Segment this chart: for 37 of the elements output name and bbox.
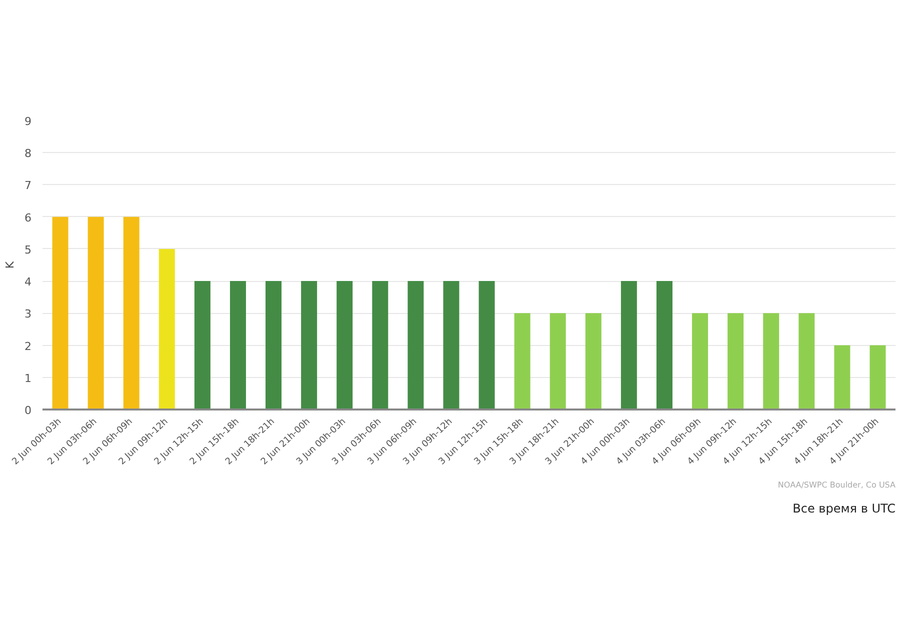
y-tick-label: 2 [24,340,32,353]
bar [266,281,282,410]
y-tick-label: 1 [24,372,32,385]
bar [550,313,566,410]
y-tick-label: 3 [24,308,32,321]
y-tick-label: 4 [24,276,32,289]
y-tick-label: 6 [24,211,32,224]
bar [123,216,140,410]
y-tick-label: 7 [24,179,32,192]
bar [158,248,175,410]
y-tick-label: 8 [24,147,32,160]
bar [88,216,104,410]
bar [372,281,388,410]
bar [408,281,424,410]
x-axis-title: Все время в UTC [792,502,896,516]
bar [230,281,246,410]
bar [798,313,815,410]
bar [52,216,68,410]
text: NOAA/SWPC Boulder, Co USA [778,480,896,490]
bar [514,313,530,410]
y-tick-label: 0 [24,404,32,417]
bar [585,313,602,410]
bar [870,345,886,410]
bar [194,281,210,410]
bar [763,313,780,410]
bar [834,345,850,410]
bar [728,313,744,410]
y-tick-label: 5 [24,243,32,256]
bar [443,281,460,410]
y-axis-title: K [4,260,16,269]
y-tick-label: 9 [24,115,32,128]
bar [478,281,495,410]
bar [301,281,318,410]
bar [336,281,353,410]
bar [620,281,637,410]
bar [692,313,708,410]
bar [656,281,672,410]
